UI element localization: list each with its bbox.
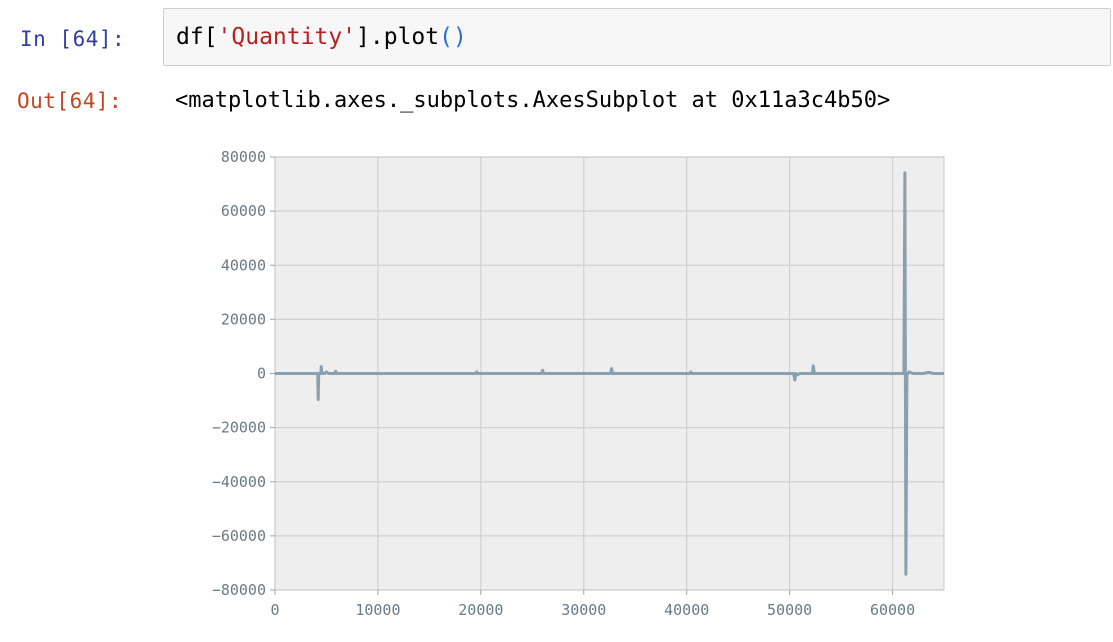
x-tick-label: 20000 xyxy=(458,601,503,619)
y-tick-label: 0 xyxy=(257,365,266,383)
x-tick-label: 0 xyxy=(270,601,279,619)
code-cell-input[interactable]: df['Quantity'].plot() xyxy=(163,8,1111,66)
y-tick-label: 80000 xyxy=(221,148,266,166)
y-tick-label: −40000 xyxy=(212,473,266,491)
x-tick-label: 40000 xyxy=(664,601,709,619)
y-tick-label: −80000 xyxy=(212,581,266,599)
code-string-literal: 'Quantity' xyxy=(217,24,357,50)
output-prompt: Out[64]: xyxy=(17,89,123,113)
x-tick-label: 10000 xyxy=(355,601,400,619)
y-tick-label: 60000 xyxy=(221,202,266,220)
output-repr-text: <matplotlib.axes._subplots.AxesSubplot a… xyxy=(175,88,891,113)
code-text[interactable]: df['Quantity'].plot() xyxy=(176,22,467,52)
code-method: ].plot xyxy=(356,24,440,50)
y-tick-label: 40000 xyxy=(221,256,266,274)
input-prompt: In [64]: xyxy=(20,27,126,51)
x-tick-label: 60000 xyxy=(870,601,915,619)
code-object: df[ xyxy=(176,24,218,50)
code-parens: () xyxy=(439,24,467,50)
x-tick-label: 50000 xyxy=(767,601,812,619)
x-tick-label: 30000 xyxy=(561,601,606,619)
y-tick-label: −20000 xyxy=(212,419,266,437)
y-tick-label: −60000 xyxy=(212,527,266,545)
series-line-0 xyxy=(275,171,944,576)
y-tick-label: 20000 xyxy=(221,310,266,328)
